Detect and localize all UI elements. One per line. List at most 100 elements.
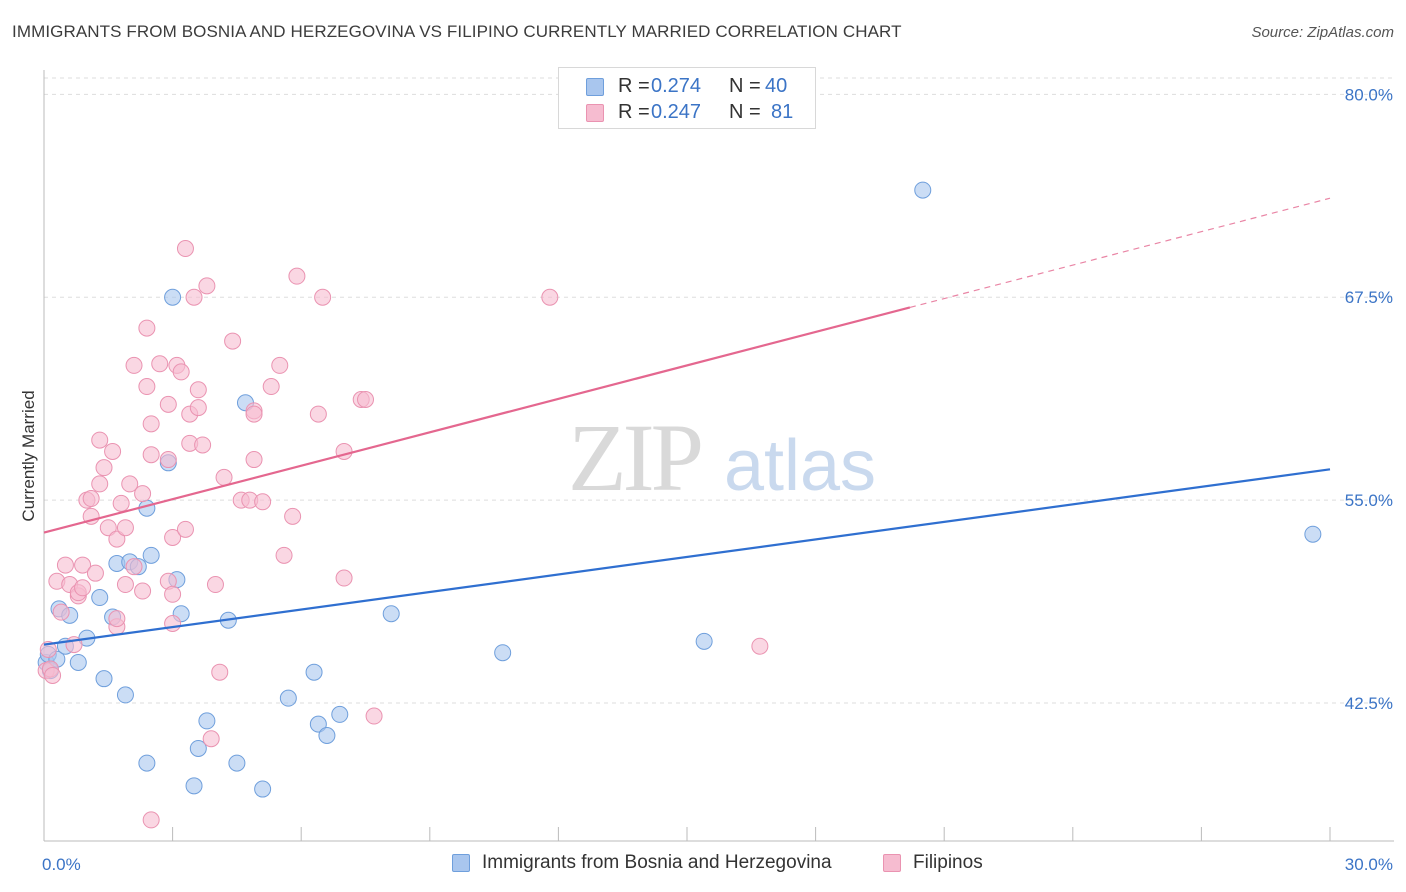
point-filipino — [309, 405, 327, 423]
legend-n-label: N = — [729, 75, 761, 97]
point-filipino — [254, 493, 272, 511]
point-filipino — [142, 446, 160, 464]
point-filipino — [116, 576, 134, 594]
point-filipino — [125, 356, 143, 374]
point-filipino — [357, 391, 374, 409]
point-filipino — [202, 730, 220, 748]
watermark-zip: ZIP — [568, 404, 701, 511]
point-filipino — [288, 267, 306, 285]
point-filipino — [104, 442, 122, 460]
point-filipino — [262, 378, 280, 396]
point-bosnia — [309, 715, 327, 733]
point-bosnia — [331, 705, 349, 723]
point-filipino — [82, 490, 100, 508]
trend-line-bosnia — [43, 468, 1331, 646]
point-filipino — [91, 475, 109, 493]
point-filipino — [185, 288, 203, 306]
point-filipino — [365, 707, 383, 725]
trend-lines — [43, 197, 1331, 646]
point-filipino — [86, 564, 104, 582]
trend-line-extension — [909, 197, 1331, 309]
y-tick-label: 80.0% — [1345, 85, 1393, 104]
point-bosnia — [305, 663, 323, 681]
point-bosnia — [91, 589, 109, 607]
point-filipino — [541, 288, 559, 306]
point-filipino — [112, 494, 130, 512]
axes — [43, 70, 1394, 842]
point-filipino — [314, 288, 332, 306]
point-filipino — [176, 520, 194, 538]
x-tick-label: 30.0% — [1345, 855, 1393, 874]
y-tick-label: 55.0% — [1345, 491, 1393, 510]
point-filipino — [99, 519, 117, 537]
legend-swatch-pink — [883, 854, 901, 872]
point-filipino — [172, 363, 190, 381]
point-filipino — [284, 507, 302, 525]
point-filipino — [121, 475, 139, 493]
point-filipino — [335, 569, 353, 587]
y-tick-label: 67.5% — [1345, 288, 1393, 307]
point-filipino — [176, 240, 194, 258]
point-bosnia — [695, 632, 713, 650]
point-filipino — [91, 431, 109, 449]
legend-label-filipinos: Filipinos — [913, 852, 983, 873]
point-bosnia — [254, 780, 272, 798]
point-filipino — [211, 663, 229, 681]
point-filipino — [271, 356, 289, 374]
point-filipino — [134, 582, 152, 600]
point-filipino — [108, 530, 126, 548]
point-filipino — [142, 811, 160, 829]
point-filipino — [74, 556, 92, 574]
legend-swatch-blue — [452, 854, 470, 872]
point-bosnia — [116, 686, 134, 704]
point-filipino — [189, 381, 207, 399]
point-filipino — [198, 277, 216, 295]
point-bosnia — [69, 653, 87, 671]
legend-r-label: R = — [618, 75, 650, 97]
point-filipino — [56, 556, 74, 574]
watermark-atlas: atlas — [724, 426, 876, 506]
point-bosnia — [185, 777, 203, 795]
point-bosnia — [142, 546, 160, 564]
point-filipino — [164, 585, 182, 603]
legend-row-filipinos: R = 0.247 N = 81 — [559, 101, 815, 127]
point-filipino — [142, 415, 160, 433]
point-filipino — [215, 468, 233, 486]
point-filipino — [138, 378, 156, 396]
point-filipino — [164, 528, 182, 546]
point-filipino — [95, 459, 113, 477]
point-bosnia — [198, 712, 216, 730]
legend-n-label: N = — [729, 101, 761, 123]
point-filipino — [108, 610, 126, 628]
y-tick-label: 42.5% — [1345, 694, 1393, 713]
point-filipino — [245, 451, 263, 469]
point-bosnia — [279, 689, 297, 707]
legend-swatch-pink — [586, 104, 604, 122]
point-filipino — [189, 399, 207, 417]
data-points — [37, 181, 1322, 829]
legend-row-bosnia: R = 0.274 N = 40 — [559, 75, 815, 101]
source-label: Source: ZipAtlas.com — [1251, 24, 1394, 41]
point-filipino — [751, 637, 769, 655]
correlation-legend: R = 0.274 N = 40 R = 0.247 N = 81 — [558, 67, 816, 129]
point-bosnia — [914, 181, 932, 199]
legend-label-bosnia: Immigrants from Bosnia and Herzegovina — [482, 852, 832, 873]
point-filipino — [159, 395, 177, 413]
point-filipino — [245, 405, 263, 423]
point-bosnia — [164, 288, 182, 306]
point-bosnia — [138, 754, 156, 772]
point-filipino — [44, 666, 62, 684]
point-filipino — [134, 485, 152, 503]
point-bosnia — [228, 754, 246, 772]
point-filipino — [164, 614, 182, 632]
legend-swatch-blue — [586, 78, 604, 96]
point-filipino — [151, 355, 169, 373]
point-filipino — [159, 451, 177, 469]
point-filipino — [74, 579, 92, 597]
point-bosnia — [95, 670, 113, 688]
legend-n-value: 40 — [765, 75, 788, 97]
point-bosnia — [318, 726, 336, 744]
point-bosnia — [189, 739, 207, 757]
point-bosnia — [1304, 525, 1322, 543]
